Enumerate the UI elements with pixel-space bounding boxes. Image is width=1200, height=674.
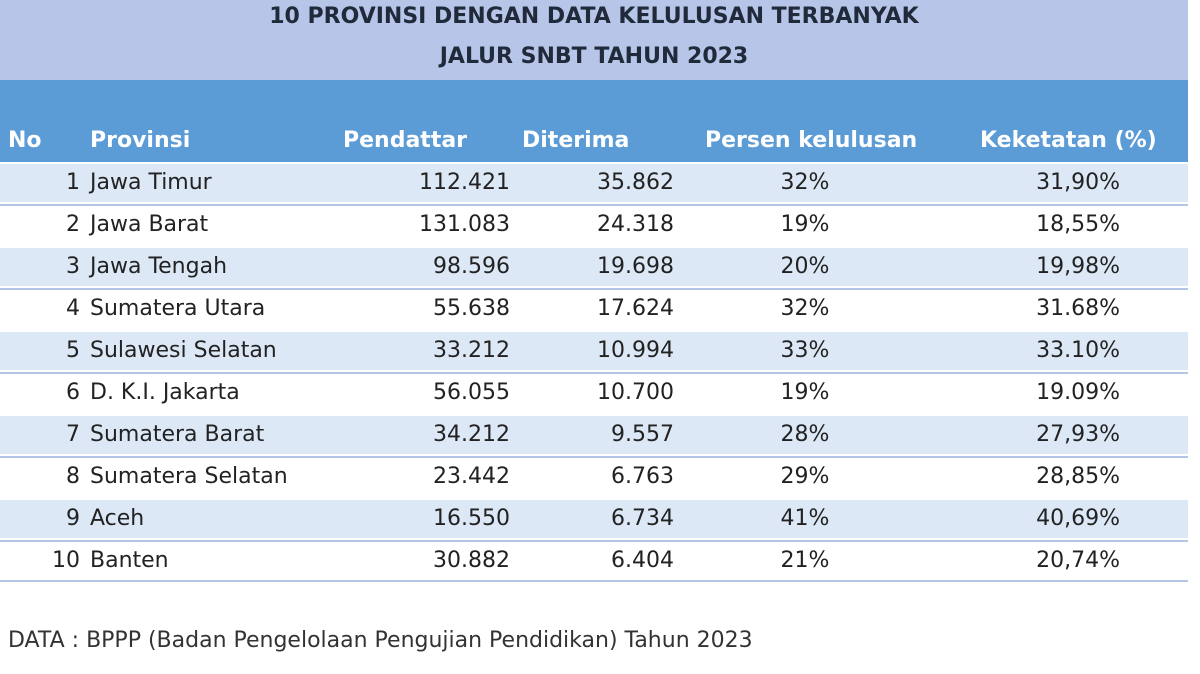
table-row: 9 Aceh 16.550 6.734 41% 40,69% xyxy=(0,498,1188,538)
cell-diterima: 35.862 xyxy=(597,170,674,195)
cell-no: 7 xyxy=(66,422,80,447)
table-title-line-1: 10 PROVINSI DENGAN DATA KELULUSAN TERBAN… xyxy=(269,4,919,29)
cell-pendaftar: 112.421 xyxy=(419,170,510,195)
cell-pendaftar: 33.212 xyxy=(433,338,510,363)
cell-persen: 41% xyxy=(780,506,830,531)
cell-no: 5 xyxy=(66,338,80,363)
cell-keketatan: 40,69% xyxy=(1036,506,1120,531)
cell-persen: 21% xyxy=(780,548,830,573)
cell-diterima: 10.700 xyxy=(597,380,674,405)
cell-keketatan: 19.09% xyxy=(1036,380,1120,405)
cell-persen: 33% xyxy=(780,338,830,363)
cell-diterima: 24.318 xyxy=(597,212,674,237)
cell-persen: 28% xyxy=(780,422,830,447)
table-row: 8 Sumatera Selatan 23.442 6.763 29% 28,8… xyxy=(0,456,1188,496)
cell-pendaftar: 98.596 xyxy=(433,254,510,279)
cell-provinsi: Sumatera Selatan xyxy=(90,464,288,489)
header-diterima: Diterima xyxy=(522,128,630,153)
cell-no: 1 xyxy=(66,170,80,195)
cell-keketatan: 19,98% xyxy=(1036,254,1120,279)
table-title-box: 10 PROVINSI DENGAN DATA KELULUSAN TERBAN… xyxy=(0,0,1188,80)
cell-pendaftar: 34.212 xyxy=(433,422,510,447)
cell-no: 9 xyxy=(66,506,80,531)
cell-pendaftar: 55.638 xyxy=(433,296,510,321)
table-row: 6 D. K.I. Jakarta 56.055 10.700 19% 19.0… xyxy=(0,372,1188,412)
cell-provinsi: Sulawesi Selatan xyxy=(90,338,277,363)
cell-no: 8 xyxy=(66,464,80,489)
cell-diterima: 6.404 xyxy=(611,548,674,573)
table-title-line-2: JALUR SNBT TAHUN 2023 xyxy=(439,44,749,69)
cell-pendaftar: 30.882 xyxy=(433,548,510,573)
cell-no: 6 xyxy=(66,380,80,405)
cell-diterima: 6.763 xyxy=(611,464,674,489)
cell-provinsi: Jawa Barat xyxy=(90,212,209,237)
cell-provinsi: Jawa Timur xyxy=(90,170,212,195)
cell-pendaftar: 131.083 xyxy=(419,212,510,237)
cell-diterima: 19.698 xyxy=(597,254,674,279)
header-provinsi: Provinsi xyxy=(90,128,191,153)
cell-provinsi: Sumatera Utara xyxy=(90,296,266,321)
cell-diterima: 17.624 xyxy=(597,296,674,321)
cell-provinsi: Aceh xyxy=(90,506,145,531)
cell-pendaftar: 16.550 xyxy=(433,506,510,531)
table-row: 5 Sulawesi Selatan 33.212 10.994 33% 33.… xyxy=(0,330,1188,370)
cell-keketatan: 33.10% xyxy=(1036,338,1120,363)
table-row: 7 Sumatera Barat 34.212 9.557 28% 27,93% xyxy=(0,414,1188,454)
table-row: 3 Jawa Tengah 98.596 19.698 20% 19,98% xyxy=(0,246,1188,286)
header-keketatan: Keketatan (%) xyxy=(980,128,1157,153)
cell-keketatan: 27,93% xyxy=(1036,422,1120,447)
cell-diterima: 10.994 xyxy=(597,338,674,363)
cell-provinsi: D. K.I. Jakarta xyxy=(90,380,240,405)
cell-diterima: 9.557 xyxy=(611,422,674,447)
cell-persen: 29% xyxy=(780,464,830,489)
cell-provinsi: Banten xyxy=(90,548,169,573)
table-row: 2 Jawa Barat 131.083 24.318 19% 18,55% xyxy=(0,204,1188,244)
table-row: 4 Sumatera Utara 55.638 17.624 32% 31.68… xyxy=(0,288,1188,328)
cell-pendaftar: 56.055 xyxy=(433,380,510,405)
table-row: 1 Jawa Timur 112.421 35.862 32% 31,90% xyxy=(0,162,1188,202)
cell-no: 3 xyxy=(66,254,80,279)
header-no: No xyxy=(8,128,42,153)
header-persen-kelulusan: Persen kelulusan xyxy=(705,128,918,153)
source-footnote: DATA : BPPP (Badan Pengelolaan Pengujian… xyxy=(8,628,753,653)
cell-persen: 20% xyxy=(780,254,830,279)
cell-provinsi: Sumatera Barat xyxy=(90,422,265,447)
table-bottom-border xyxy=(0,580,1188,582)
cell-no: 10 xyxy=(52,548,80,573)
cell-provinsi: Jawa Tengah xyxy=(90,254,228,279)
header-pendaftar: Pendattar xyxy=(343,128,468,153)
cell-keketatan: 28,85% xyxy=(1036,464,1120,489)
table-header-row: No Provinsi Pendattar Diterima Persen ke… xyxy=(0,80,1188,162)
cell-no: 4 xyxy=(66,296,80,321)
cell-persen: 32% xyxy=(780,170,830,195)
cell-persen: 32% xyxy=(780,296,830,321)
cell-keketatan: 31,90% xyxy=(1036,170,1120,195)
table-row: 10 Banten 30.882 6.404 21% 20,74% xyxy=(0,540,1188,580)
cell-keketatan: 31.68% xyxy=(1036,296,1120,321)
cell-keketatan: 20,74% xyxy=(1036,548,1120,573)
cell-no: 2 xyxy=(66,212,80,237)
cell-pendaftar: 23.442 xyxy=(433,464,510,489)
cell-keketatan: 18,55% xyxy=(1036,212,1120,237)
cell-diterima: 6.734 xyxy=(611,506,674,531)
cell-persen: 19% xyxy=(780,212,830,237)
cell-persen: 19% xyxy=(780,380,830,405)
